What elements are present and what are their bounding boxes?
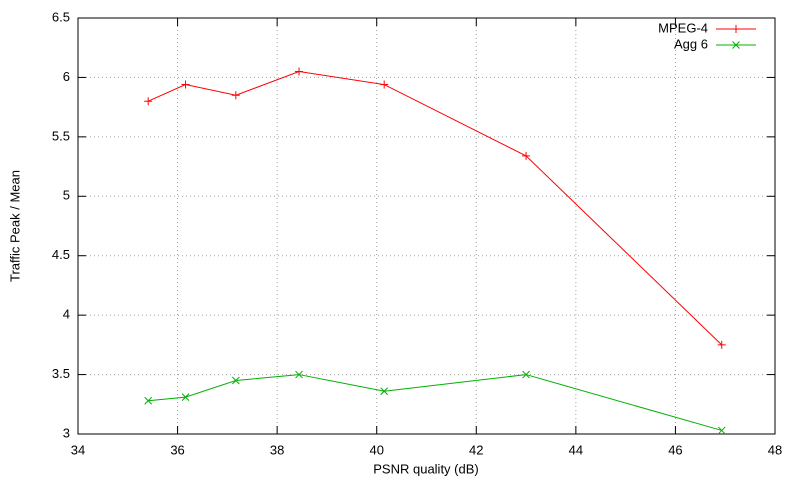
y-tick-label: 4 xyxy=(63,307,70,322)
point xyxy=(522,370,530,379)
y-axis-label: Traffic Peak / Mean xyxy=(7,170,22,282)
y-tick-label: 5.5 xyxy=(52,128,70,143)
point xyxy=(181,393,190,402)
x-tick-label: 44 xyxy=(569,442,583,457)
series-line xyxy=(147,70,723,346)
point xyxy=(717,340,726,349)
point xyxy=(295,370,303,379)
point xyxy=(522,151,531,160)
x-axis-label: PSNR quality (dB) xyxy=(373,461,478,476)
y-tick-label: 6.5 xyxy=(52,9,70,24)
point xyxy=(231,91,240,100)
point xyxy=(380,387,389,396)
point xyxy=(144,396,153,405)
x-tick-label: 34 xyxy=(71,442,85,457)
x-tick-label: 36 xyxy=(170,442,184,457)
legend-marker xyxy=(732,25,740,33)
y-tick-label: 5 xyxy=(63,188,70,203)
legend-marker xyxy=(732,41,740,49)
point xyxy=(181,80,190,89)
y-tick-label: 3 xyxy=(63,425,70,440)
x-tick-label: 38 xyxy=(270,442,284,457)
series-line xyxy=(148,374,722,431)
point xyxy=(231,376,240,385)
x-tick-label: 42 xyxy=(469,442,483,457)
point xyxy=(380,80,389,89)
plot-border xyxy=(77,17,776,435)
x-tick-label: 46 xyxy=(668,442,682,457)
legend-label: Agg 6 xyxy=(674,36,708,51)
x-tick-label: 48 xyxy=(768,442,782,457)
point xyxy=(717,426,726,435)
x-tick-label: 40 xyxy=(369,442,383,457)
y-tick-label: 6 xyxy=(63,69,70,84)
y-tick-label: 4.5 xyxy=(52,247,70,262)
legend-label: MPEG-4 xyxy=(658,20,708,35)
point xyxy=(295,67,304,76)
point xyxy=(144,97,153,106)
y-tick-label: 3.5 xyxy=(52,366,70,381)
